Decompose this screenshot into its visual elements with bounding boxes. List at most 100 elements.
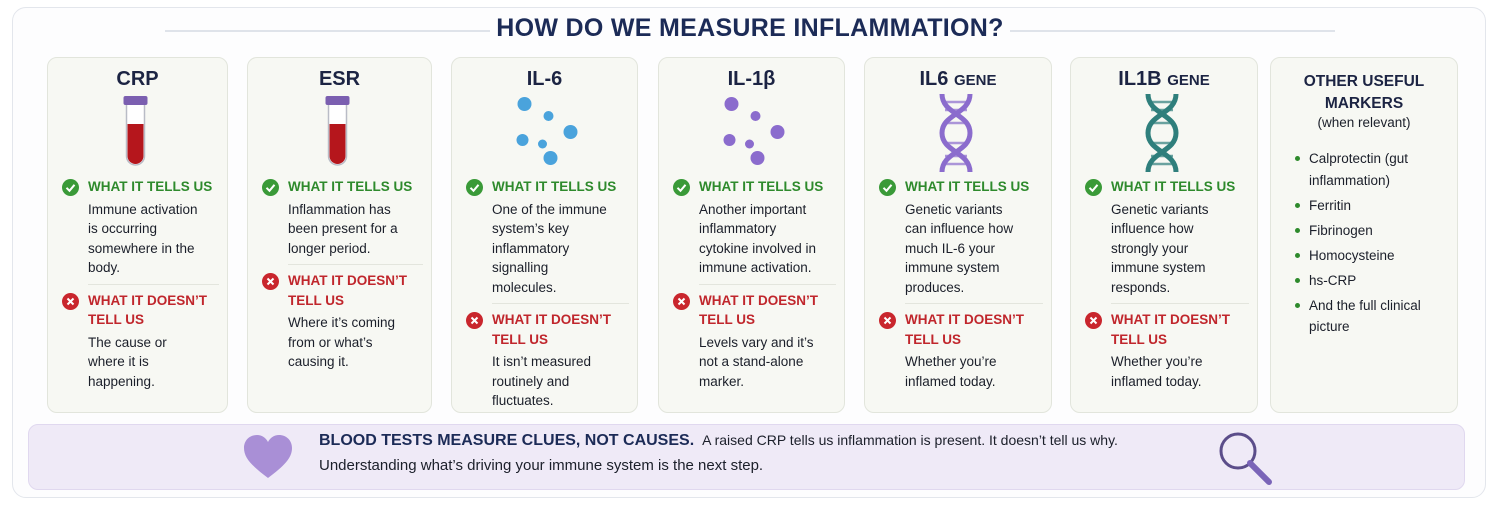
card-body: WHAT IT TELLS US One of the immune system… [466, 177, 629, 411]
card-body: WHAT IT TELLS US Another important inflam… [673, 177, 836, 391]
status-icon [62, 292, 79, 310]
divider [492, 303, 629, 304]
card-title-main: IL6 [919, 68, 949, 90]
marker-card: IL6 GENE WHAT IT TELLS US Genetic variants… [864, 57, 1052, 413]
not-label: WHAT IT DOESN’T TELL US [879, 310, 1045, 349]
marker-card: IL1B GENE WHAT IT TELLS US Genetic variant… [1070, 57, 1258, 413]
not-label: WHAT IT DOESN’T TELL US [262, 271, 425, 310]
label-text: WHAT IT DOESN’T TELL US [905, 312, 1024, 347]
divider [1111, 303, 1249, 304]
status-icon [673, 179, 690, 196]
marker-item: hs-CRP [1293, 270, 1447, 292]
not-text: It isn’t measured routinely and fluctuat… [492, 354, 592, 408]
divider [699, 283, 836, 285]
card-icon [248, 94, 431, 172]
card-title: IL1B GENE [1071, 68, 1257, 91]
status-icon [466, 179, 483, 196]
label-text: WHAT IT TELLS US [288, 179, 413, 194]
other-title: OTHER USEFUL MARKERS [1303, 73, 1425, 112]
marker-item: And the full clinical picture [1293, 295, 1447, 338]
not-text: Whether you’re inflamed today. [905, 354, 997, 389]
card-body: WHAT IT TELLS US Inflammation has been pr… [262, 177, 423, 372]
label-text: WHAT IT DOESN’T TELL US [699, 292, 818, 328]
card-body: WHAT IT TELLS US Genetic variants can inf… [879, 177, 1043, 391]
tells-text: Inflammation has been present for a long… [288, 201, 398, 256]
tells-label: WHAT IT TELLS US [262, 177, 425, 197]
label-text: WHAT IT TELLS US [699, 179, 824, 194]
label-text: WHAT IT DOESN’T TELL US [1111, 312, 1230, 347]
card-icon [1071, 93, 1257, 173]
status-icon [262, 179, 279, 196]
page-title: HOW DO WE MEASURE INFLAMMATION? [496, 14, 1004, 42]
not-label: WHAT IT DOESN’T TELL US [673, 291, 838, 330]
card-title: IL-6 [452, 68, 637, 91]
card-title-main: ESR [318, 68, 361, 90]
marker-item: Homocysteine [1293, 245, 1447, 267]
card-title: IL-1β [659, 68, 844, 91]
other-subtitle: (when relevant) [1317, 115, 1411, 130]
tells-label: WHAT IT TELLS US [879, 177, 1045, 197]
tells-label: WHAT IT TELLS US [1085, 177, 1251, 197]
not-label: WHAT IT DOESN’T TELL US [62, 291, 221, 330]
label-text: WHAT IT DOESN’T TELL US [492, 312, 611, 347]
tells-text: Genetic variants can influence how much … [905, 201, 1014, 295]
card-title: ESR [248, 68, 431, 91]
tells-text: Immune activation is occurring somewhere… [88, 201, 198, 276]
marker-card: IL-6 WHAT IT TELLS US One of the immune sy… [451, 57, 638, 413]
not-label: WHAT IT DOESN’T TELL US [1085, 310, 1251, 349]
icon-graphic [123, 96, 148, 166]
tells-label: WHAT IT TELLS US [673, 177, 838, 197]
icon-graphic [516, 97, 578, 165]
footer-text: Understanding what’s driving your immune… [319, 457, 764, 474]
footer-line: BLOOD TESTS MEASURE CLUES, NOT CAUSES. A … [319, 432, 1118, 450]
icon-graphic [1145, 93, 1179, 173]
status-icon [262, 273, 279, 290]
marker-card: CRP WHAT IT TELLS US Immune activation is … [47, 57, 228, 413]
card-title-main: IL1B [1118, 68, 1162, 90]
card-icon [48, 94, 227, 172]
status-icon [879, 179, 896, 196]
not-text: The cause or where it is happening. [88, 334, 167, 389]
tells-text: One of the immune system’s key inflammat… [492, 201, 607, 295]
not-text: Whether you’re inflamed today. [1111, 354, 1203, 389]
not-text: Levels vary and it’s not a stand-alone m… [699, 334, 814, 389]
marker-item: Ferritin [1293, 195, 1447, 217]
card-title-main: IL-6 [526, 68, 563, 90]
label-text: WHAT IT DOESN’T TELL US [88, 292, 207, 328]
marker-list: Calprotectin (gut inflammation) Ferritin F… [1293, 148, 1447, 341]
card-title-suffix: GENE [953, 72, 997, 89]
heart-icon [244, 435, 292, 478]
title-rule [165, 30, 490, 32]
magnifier-icon [1219, 432, 1272, 485]
label-text: WHAT IT TELLS US [88, 179, 213, 194]
label-text: WHAT IT TELLS US [1111, 179, 1236, 194]
icon-graphic [723, 97, 785, 165]
other-markers-card: OTHER USEFUL MARKERS (when relevant) Cal… [1270, 57, 1458, 413]
icon-graphic [939, 93, 973, 173]
footer-text: A raised CRP tells us inflammation is pr… [702, 432, 1118, 448]
not-label: WHAT IT DOESN’T TELL US [466, 310, 631, 349]
footer-heading: BLOOD TESTS MEASURE CLUES, NOT CAUSES. [319, 432, 695, 449]
card-icon [865, 93, 1051, 173]
status-icon [673, 292, 690, 310]
tells-label: WHAT IT TELLS US [62, 177, 221, 197]
card-icon [659, 94, 844, 172]
status-icon [1085, 179, 1102, 196]
card-body: WHAT IT TELLS US Genetic variants influen… [1085, 177, 1249, 391]
tells-text: Another important inflammatory cytokine … [699, 201, 817, 276]
tells-text: Genetic variants influence how strongly … [1111, 201, 1209, 295]
card-title-main: CRP [116, 68, 159, 90]
label-text: WHAT IT DOESN’T TELL US [288, 273, 407, 308]
status-icon [466, 312, 483, 329]
tells-label: WHAT IT TELLS US [466, 177, 631, 197]
footer-banner: BLOOD TESTS MEASURE CLUES, NOT CAUSES. A … [28, 424, 1465, 490]
label-text: WHAT IT TELLS US [905, 179, 1030, 194]
label-text: WHAT IT TELLS US [492, 179, 617, 194]
card-icon [452, 94, 637, 172]
card-title: IL6 GENE [865, 68, 1051, 91]
marker-card: ESR WHAT IT TELLS US Inflammation has been… [247, 57, 432, 413]
status-icon [1085, 312, 1102, 329]
not-text: Where it’s coming from or what’s causing… [288, 315, 396, 369]
card-title-main: IL-1β [727, 68, 776, 90]
